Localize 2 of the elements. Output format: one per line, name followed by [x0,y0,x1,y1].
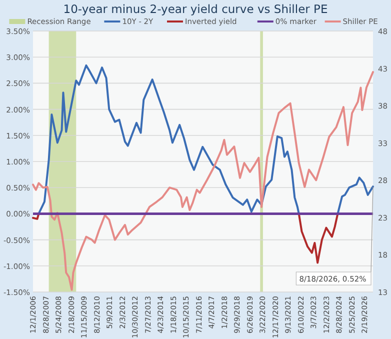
line-series [32,71,374,291]
chart-title: 10-year minus 2-year yield curve vs Shiller PE [63,2,328,16]
